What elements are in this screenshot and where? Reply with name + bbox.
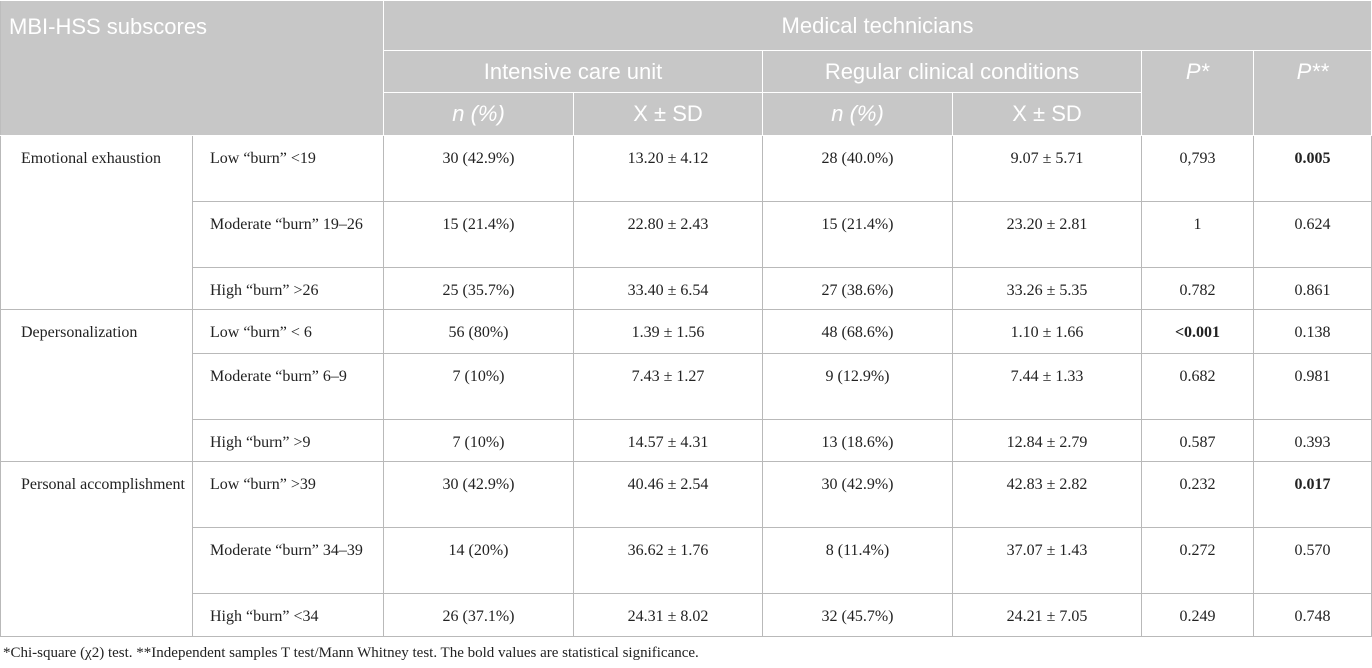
level-label: Low “burn” <19 <box>192 135 384 202</box>
icu-mean-cell: 22.80 ± 2.43 <box>573 201 763 268</box>
reg-mean-cell: 1.10 ± 1.66 <box>952 309 1142 354</box>
p2-cell: 0.624 <box>1252 201 1372 268</box>
reg-n-cell: 30 (42.9%) <box>762 461 953 528</box>
level-label: Low “burn” < 6 <box>192 309 384 354</box>
level-label: High “burn” >26 <box>192 267 384 310</box>
p1-cell: 0.272 <box>1141 527 1254 594</box>
reg-n-cell: 9 (12.9%) <box>762 353 953 420</box>
mbi-hss-table: MBI-HSS subscores Medical technicians In… <box>0 0 1372 637</box>
level-label: Moderate “burn” 19–26 <box>192 201 384 268</box>
icu-n-cell: 30 (42.9%) <box>383 461 574 528</box>
level-label: Moderate “burn” 6–9 <box>192 353 384 420</box>
reg-mean-cell: 9.07 ± 5.71 <box>952 135 1142 202</box>
header-reg-mean: X ± SD <box>952 92 1142 136</box>
table-row: Moderate “burn” 19–26 15 (21.4%) 22.80 ±… <box>1 201 1372 268</box>
p1-cell: 1 <box>1141 201 1254 268</box>
table-row: Moderate “burn” 34–39 14 (20%) 36.62 ± 1… <box>1 527 1372 594</box>
icu-n-cell: 14 (20%) <box>383 527 574 594</box>
header-group: Medical technicians <box>382 0 1372 51</box>
reg-n-cell: 8 (11.4%) <box>762 527 953 594</box>
p2-cell: 0.138 <box>1252 309 1372 354</box>
group-label: Emotional exhaustion <box>0 135 193 310</box>
level-label: Moderate “burn” 34–39 <box>192 527 384 594</box>
table-row: High “burn” >26 25 (35.7%) 33.40 ± 6.54 … <box>1 267 1372 310</box>
p2-cell: 0.570 <box>1252 527 1372 594</box>
header-icu: Intensive care unit <box>383 50 763 93</box>
header-reg-n: n (%) <box>762 92 953 136</box>
group-label: Personal accomplishment <box>0 461 193 637</box>
p2-cell-significant: 0.017 <box>1252 461 1372 528</box>
table-row: High “burn” >9 7 (10%) 14.57 ± 4.31 13 (… <box>1 419 1372 462</box>
icu-mean-cell: 24.31 ± 8.02 <box>573 593 763 637</box>
p2-cell: 0.861 <box>1252 267 1372 310</box>
p1-cell: 0.232 <box>1141 461 1254 528</box>
reg-mean-cell: 12.84 ± 2.79 <box>952 419 1142 462</box>
p1-cell: 0,793 <box>1141 135 1254 202</box>
icu-mean-cell: 40.46 ± 2.54 <box>573 461 763 528</box>
reg-mean-cell: 24.21 ± 7.05 <box>952 593 1142 637</box>
p1-cell-significant: <0.001 <box>1141 309 1254 354</box>
reg-mean-cell: 37.07 ± 1.43 <box>952 527 1142 594</box>
reg-mean-cell: 23.20 ± 2.81 <box>952 201 1142 268</box>
reg-mean-cell: 33.26 ± 5.35 <box>952 267 1142 310</box>
table-body: Emotional exhaustion Low “burn” <19 30 (… <box>0 135 1372 637</box>
table-footnote: *Chi-square (χ2) test. **Independent sam… <box>3 645 699 661</box>
table-header: MBI-HSS subscores Medical technicians In… <box>0 0 1372 136</box>
table-row: Depersonalization Low “burn” < 6 56 (80%… <box>0 309 1372 462</box>
reg-n-cell: 13 (18.6%) <box>762 419 953 462</box>
icu-n-cell: 7 (10%) <box>383 419 574 462</box>
table-figure: MBI-HSS subscores Medical technicians In… <box>0 0 1372 637</box>
icu-mean-cell: 13.20 ± 4.12 <box>573 135 763 202</box>
icu-mean-cell: 36.62 ± 1.76 <box>573 527 763 594</box>
p2-cell: 0.393 <box>1252 419 1372 462</box>
icu-mean-cell: 7.43 ± 1.27 <box>573 353 763 420</box>
reg-n-cell: 32 (45.7%) <box>762 593 953 637</box>
reg-n-cell: 28 (40.0%) <box>762 135 953 202</box>
table-row: High “burn” <34 26 (37.1%) 24.31 ± 8.02 … <box>1 593 1372 637</box>
reg-n-cell: 27 (38.6%) <box>762 267 953 310</box>
p1-cell: 0.249 <box>1141 593 1254 637</box>
reg-n-cell: 48 (68.6%) <box>762 309 953 354</box>
level-label: Low “burn” >39 <box>192 461 384 528</box>
table-row: Emotional exhaustion Low “burn” <19 30 (… <box>0 135 1372 310</box>
icu-n-cell: 25 (35.7%) <box>383 267 574 310</box>
reg-mean-cell: 42.83 ± 2.82 <box>952 461 1142 528</box>
header-p1: P* <box>1141 50 1254 136</box>
icu-n-cell: 30 (42.9%) <box>383 135 574 202</box>
header-p2: P** <box>1252 50 1372 136</box>
icu-n-cell: 56 (80%) <box>383 309 574 354</box>
header-icu-mean: X ± SD <box>573 92 763 136</box>
p1-cell: 0.782 <box>1141 267 1254 310</box>
p2-cell-significant: 0.005 <box>1252 135 1372 202</box>
header-regular: Regular clinical conditions <box>762 50 1142 93</box>
icu-mean-cell: 14.57 ± 4.31 <box>573 419 763 462</box>
p2-cell: 0.748 <box>1252 593 1372 637</box>
table-row: Personal accomplishment Low “burn” >39 3… <box>0 461 1372 637</box>
p2-cell: 0.981 <box>1252 353 1372 420</box>
level-label: High “burn” <34 <box>192 593 384 637</box>
reg-n-cell: 15 (21.4%) <box>762 201 953 268</box>
header-icu-n: n (%) <box>383 92 574 136</box>
table-row: Moderate “burn” 6–9 7 (10%) 7.43 ± 1.27 … <box>1 353 1372 420</box>
icu-n-cell: 15 (21.4%) <box>383 201 574 268</box>
icu-n-cell: 26 (37.1%) <box>383 593 574 637</box>
reg-mean-cell: 7.44 ± 1.33 <box>952 353 1142 420</box>
p1-cell: 0.587 <box>1141 419 1254 462</box>
p1-cell: 0.682 <box>1141 353 1254 420</box>
icu-mean-cell: 33.40 ± 6.54 <box>573 267 763 310</box>
group-label: Depersonalization <box>0 309 193 462</box>
level-label: High “burn” >9 <box>192 419 384 462</box>
icu-mean-cell: 1.39 ± 1.56 <box>573 309 763 354</box>
icu-n-cell: 7 (10%) <box>383 353 574 420</box>
header-subscores: MBI-HSS subscores <box>0 0 384 136</box>
